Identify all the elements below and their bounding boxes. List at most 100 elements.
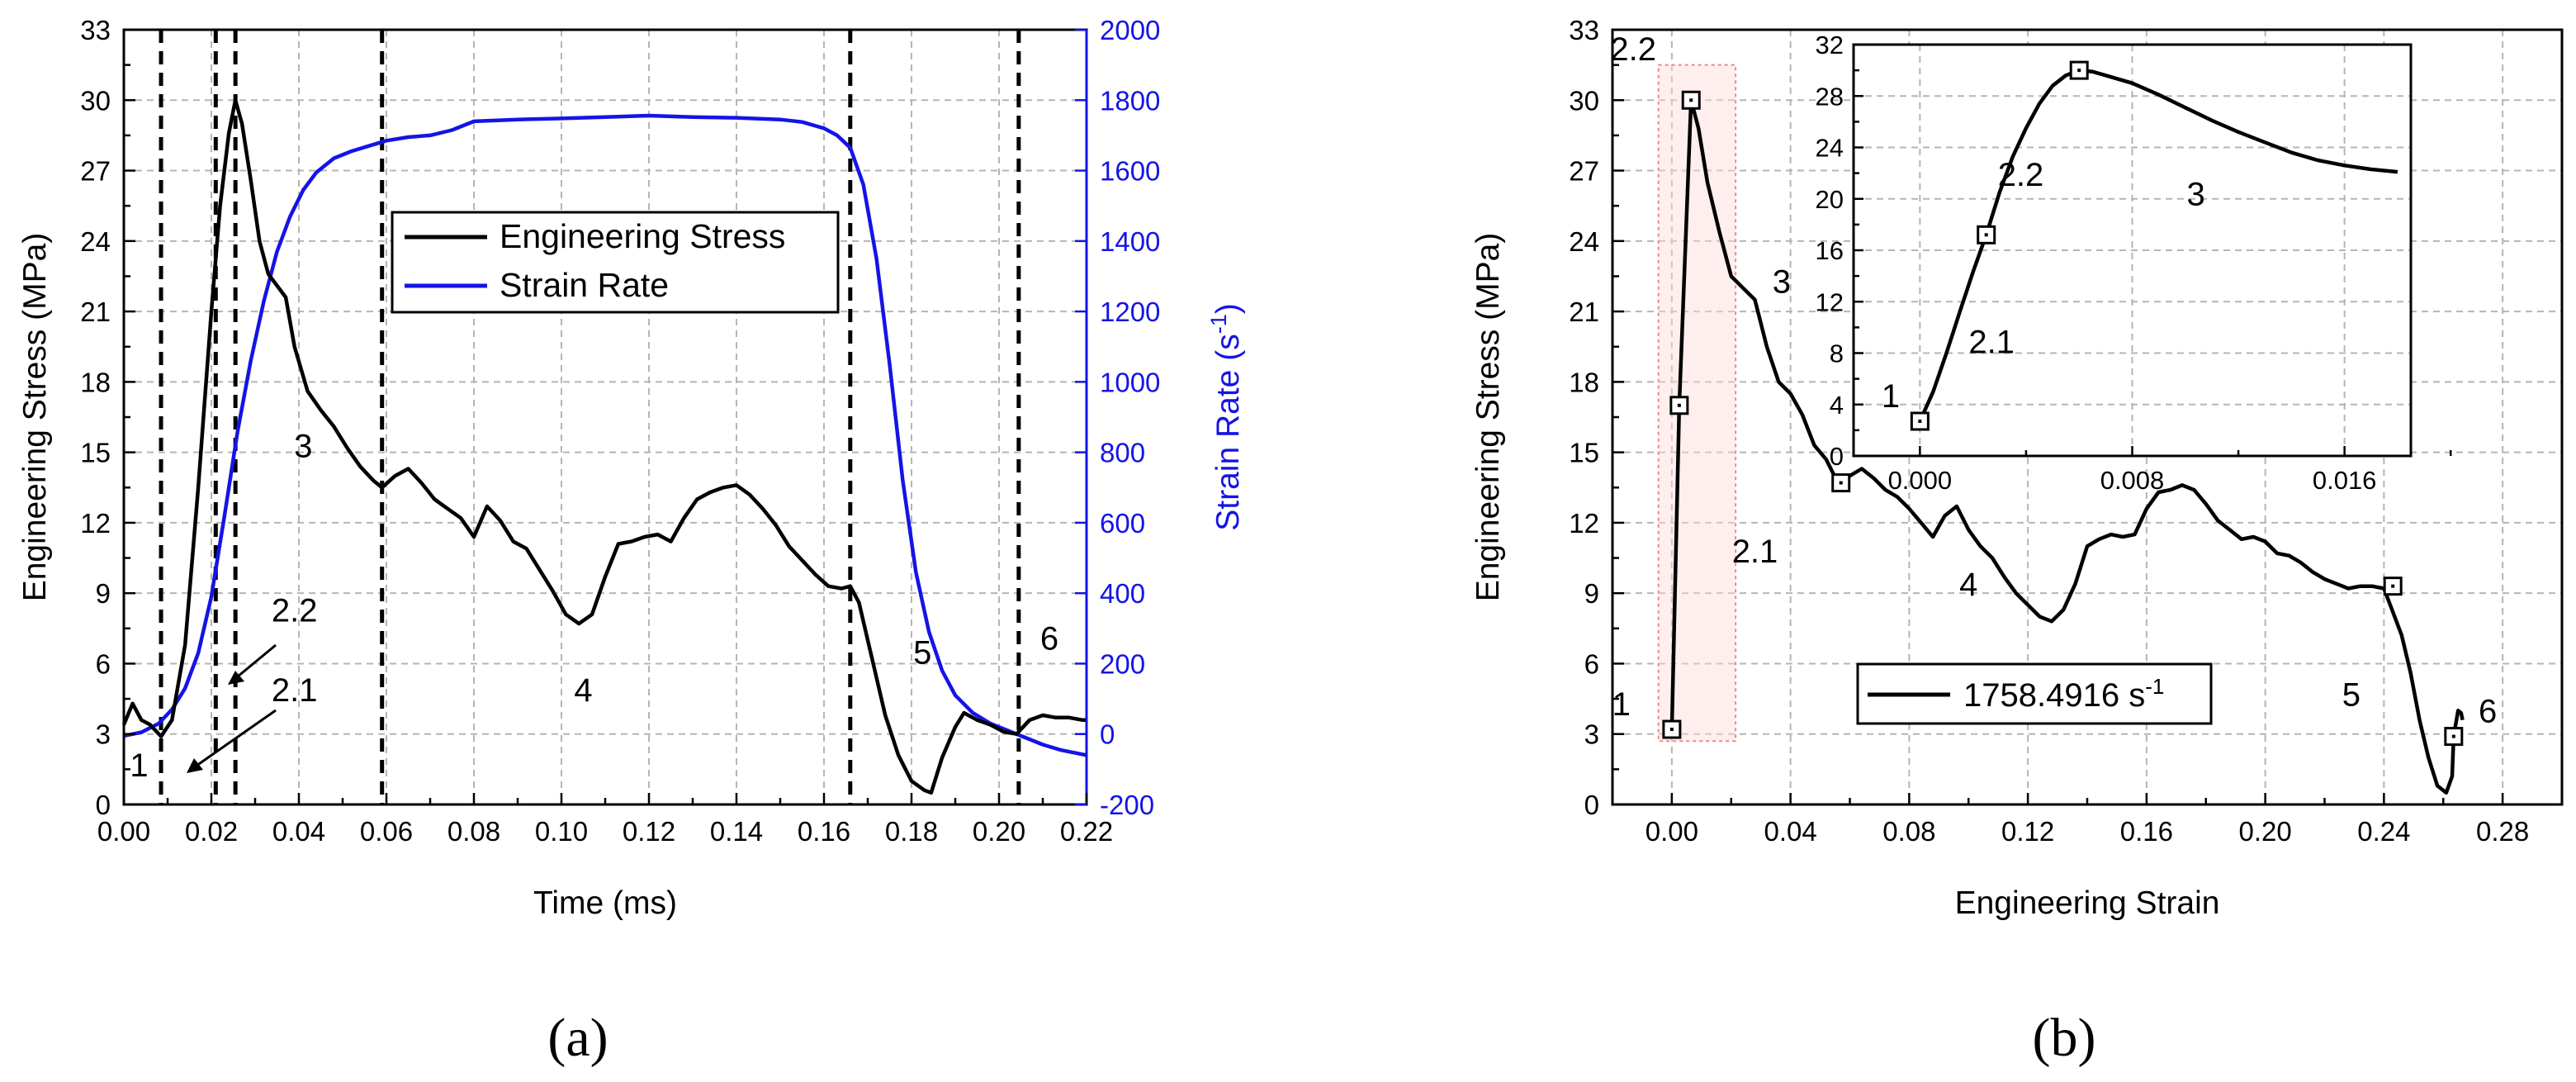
y-tick-label: 24 [80,226,111,257]
stage-label: 3 [294,428,312,464]
y-tick-label: 3 [1584,719,1599,750]
series-stress-strain [1669,98,2465,795]
stage-label: 1 [130,747,148,784]
y-tick-label: 24 [1569,226,1599,257]
inset-data-marker-dot [2077,69,2081,73]
inset-stage-label: 2.1 [1968,325,2015,361]
y-tick-label: 27 [80,156,111,187]
stage-label: 2.1 [1732,534,1778,570]
y-tick-label: 0 [96,790,111,820]
y-tick-label: 33 [80,15,111,45]
legend-b: 1758.4916 s-1 [1856,662,2213,725]
x-tick-label: 0.20 [2239,816,2292,847]
annotation-arrows [187,643,277,773]
y2-tick-label: 1400 [1100,226,1160,257]
inset-data-marker-dot [1984,233,1988,237]
inset-stage-label: 2.2 [1998,157,2044,193]
legend-label-b: 1758.4916 s-1 [1963,674,2164,714]
y2-tick-label: 200 [1100,648,1145,679]
x-tick-label: 0.12 [623,816,675,847]
stage-label: 2.1 [272,672,318,709]
y-tick-label: 21 [1569,297,1599,327]
x-tick-label: 0.28 [2476,816,2529,847]
data-marker-dot [1677,403,1681,407]
stage-label: 3 [1773,263,1791,300]
y-axis-title-b: Engineering Stress (MPa) [1470,233,1506,602]
inset-stage-label: 1 [1882,378,1900,415]
x-tick-label: 0.20 [973,816,1025,847]
inset: 0.000 0.008 0.016 0 4 8 12 16 20 24 28 32 1 2.1 2.2 3 [1816,31,2452,495]
y2-tick-label: 1800 [1100,85,1160,116]
stage-label: 5 [2342,677,2361,714]
y-tick-label: 3 [96,719,111,750]
y-tick-label: 30 [1569,85,1599,116]
y-tick-label: 0 [1584,790,1599,820]
data-marker-dot [1689,98,1693,102]
data-marker-dot [1669,728,1674,732]
inset-y-tick-label: 12 [1816,287,1844,316]
x-tick-label: 0.24 [2357,816,2410,847]
y2-axis-title-a: Strain Rate (s-1) [1206,303,1246,530]
y-tick-label: 21 [80,297,111,327]
panel-b-label: (b) [2033,1008,2096,1068]
inset-y-tick-label: 16 [1816,236,1844,265]
y-tick-label: 18 [1569,367,1599,397]
y2-tick-label: 800 [1100,438,1145,468]
data-marker-dot [1839,481,1843,485]
y2-tick-label: 1000 [1100,367,1160,397]
x-tick-label: 0.12 [2001,816,2054,847]
inset-y-tick-label: 24 [1816,134,1844,163]
legend-box [391,211,840,314]
y-tick-label: 15 [80,438,111,468]
x-axis-title-a: Time (ms) [533,885,677,921]
x-tick-label: 0.08 [447,816,500,847]
x-tick-label: 0.16 [798,816,850,847]
y2-tick-label: 1200 [1100,297,1160,327]
x-tick-label: 0.04 [272,816,325,847]
arrow-2-1 [196,709,277,767]
x-tick-label: 0.14 [710,816,763,847]
x-tick-label: 0.00 [97,816,150,847]
plot-frame-a [122,28,1088,806]
y-tick-label: 30 [80,85,111,116]
y-tick-label: 6 [96,648,111,679]
stage-label: 2.2 [272,592,318,629]
stage-label: 1 [1612,686,1631,723]
stage-label: 4 [1959,567,1977,603]
inset-x-tick-label: 0.008 [2100,466,2165,495]
y-tick-label: 18 [80,367,111,397]
x-axis-title-b: Engineering Strain [1955,885,2220,921]
inset-data-marker-dot [1918,419,1922,423]
inset-x-tick-label: 0.000 [1888,466,1953,495]
series-strain-rate [123,113,1087,757]
arrow-2-2-head [228,671,244,685]
inset-stage-label: 3 [2187,177,2205,213]
stage-label: 5 [913,634,931,671]
panel-b: 0.00 0.04 0.08 0.12 0.16 0.20 0.24 0.28 0369121… [1470,15,2564,1068]
stage-label: 6 [2479,694,2497,730]
stage-label: 4 [574,672,592,709]
y-tick-label: 27 [1569,156,1599,187]
series-engineering-stress [121,98,1087,795]
y2-tick-label: 600 [1100,508,1145,539]
panel-a: 0.00 0.02 0.04 0.06 0.08 0.10 0.12 0.14 0.16 0.18… [17,15,1246,1068]
y2-tick-label: -200 [1100,790,1154,820]
y-tick-label: 15 [1569,438,1599,468]
y2-tick-label: 400 [1100,578,1145,609]
arrow-2-2 [237,643,277,678]
data-marker-dot [2391,584,2395,588]
y-tick-label: 6 [1584,648,1599,679]
legend-a: Engineering Stress Strain Rate [391,211,840,314]
x-tick-label: 0.22 [1060,816,1113,847]
y-tick-label: 12 [80,508,111,539]
stage-label: 6 [1040,620,1058,657]
x-tick-label: 0.02 [185,816,238,847]
legend-rate-label: Strain Rate [500,266,669,304]
inset-y-tick-label: 8 [1830,339,1844,368]
x-tick-label: 0.04 [1764,816,1817,847]
data-marker-dot [2451,734,2455,738]
inset-y-tick-label: 32 [1816,31,1844,59]
y-axis-title-a: Engineering Stress (MPa) [17,233,53,602]
panel-a-label: (a) [547,1008,608,1068]
